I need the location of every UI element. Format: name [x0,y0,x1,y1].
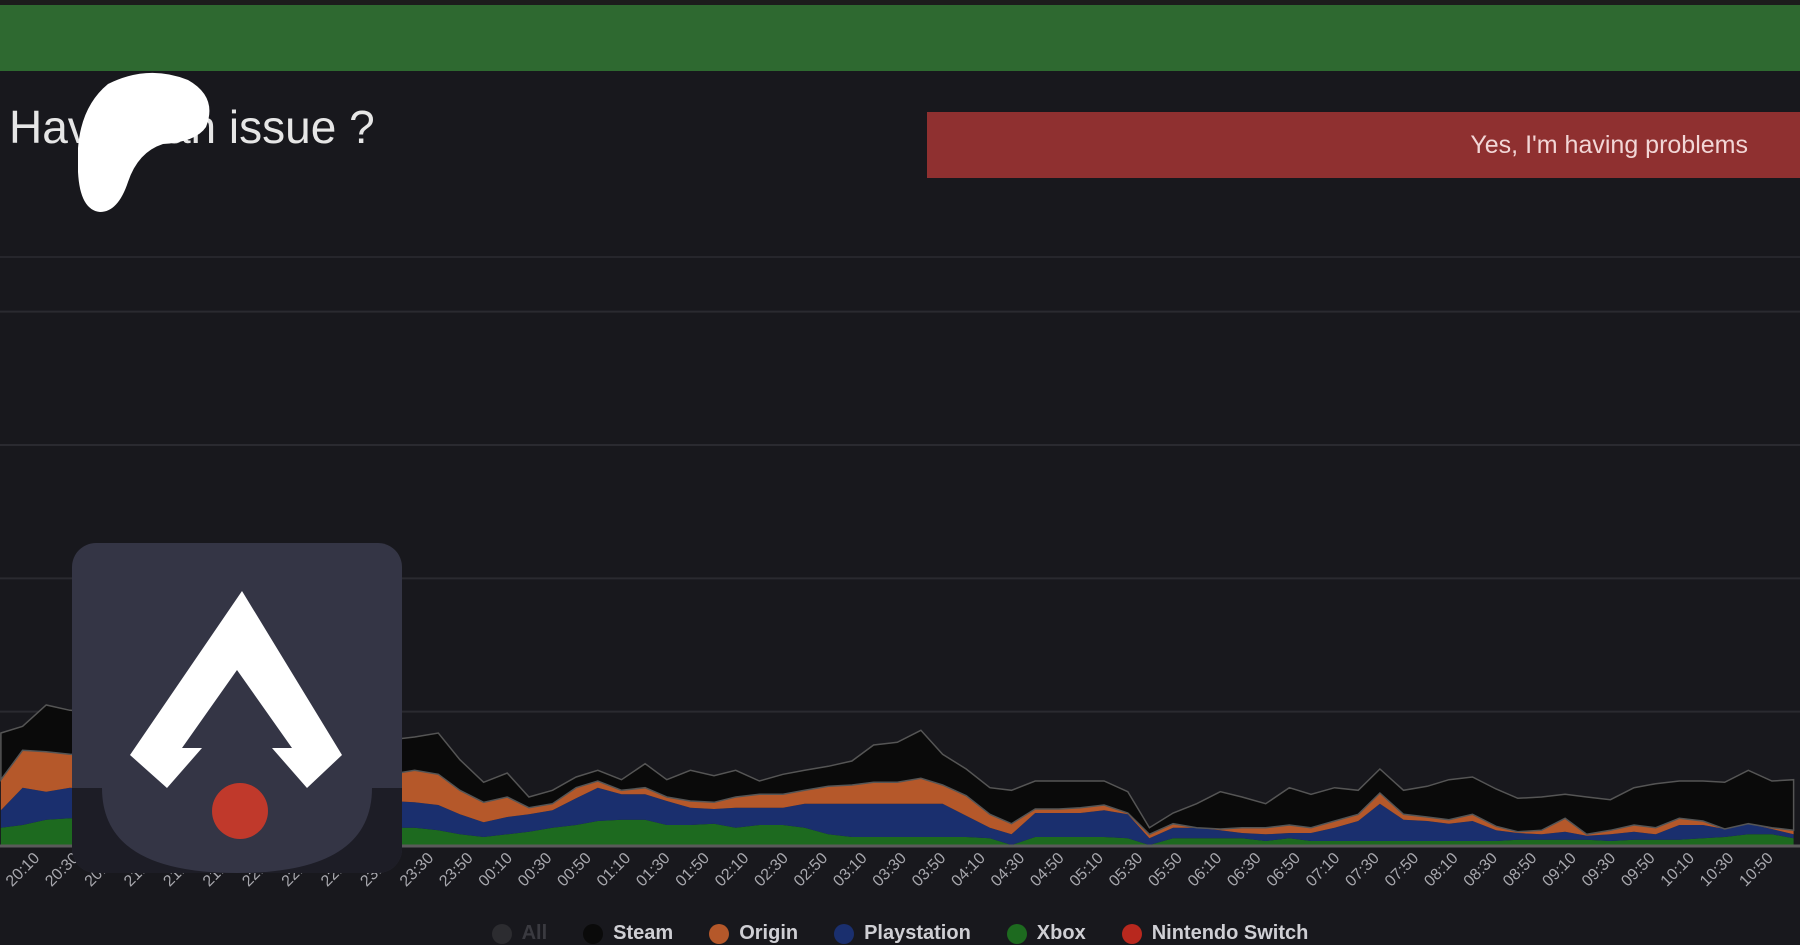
report-problem-button[interactable]: Yes, I'm having problems [927,112,1800,178]
x-tick-label: 01:10 [594,850,634,890]
legend-item-steam[interactable]: Steam [583,922,673,945]
x-tick-label: 23:30 [397,850,437,890]
legend-label: Nintendo Switch [1151,922,1309,944]
x-tick-label: 04:30 [988,850,1028,890]
x-tick-label: 00:50 [554,850,594,890]
x-tick-label: 07:30 [1342,850,1382,890]
x-tick-label: 06:50 [1264,850,1304,890]
x-tick-label: 20:10 [3,850,43,890]
x-tick-label: 08:50 [1500,850,1540,890]
x-tick-label: 05:50 [1145,850,1185,890]
x-tick-label: 10:30 [1697,850,1737,890]
x-tick-label: 03:10 [830,850,870,890]
x-tick-label: 09:50 [1618,850,1658,890]
x-tick-label: 07:50 [1382,850,1422,890]
legend-item-playstation[interactable]: Playstation [834,922,971,945]
legend-label: Steam [613,922,674,944]
redaction-blob [78,72,210,212]
x-tick-label: 05:10 [1067,850,1107,890]
legend-dot-icon [1006,923,1027,944]
x-tick-label: 07:10 [1303,850,1343,890]
x-tick-label: 01:50 [673,850,713,890]
legend-dot-icon [709,923,730,944]
legend-dot-icon [491,923,512,944]
legend-label: Xbox [1036,922,1086,944]
area-origin [0,750,1794,839]
x-tick-label: 00:10 [476,850,516,890]
legend-dot-icon [834,923,855,944]
x-tick-label: 00:30 [515,850,555,890]
legend-label: All [521,922,548,944]
x-tick-label: 01:30 [633,850,673,890]
x-tick-label: 08:10 [1421,850,1461,890]
legend-label: Playstation [864,922,971,944]
apex-logo-icon [72,591,402,873]
x-tick-label: 10:50 [1736,850,1776,890]
x-tick-label: 10:10 [1658,850,1698,890]
x-tick-label: 02:30 [751,850,791,890]
area-xbox [0,818,1794,845]
legend-dot-icon [583,923,604,944]
area-playstation [0,787,1794,845]
x-tick-label: 03:30 [870,850,910,890]
x-tick-label: 06:30 [1224,850,1264,890]
legend-label: Origin [739,922,799,944]
status-banner [0,5,1800,71]
x-tick-label: 09:30 [1579,850,1619,890]
x-tick-label: 02:50 [791,850,831,890]
top-strip [0,0,1800,5]
chart-legend: All Steam Origin Playstation Xbox Nintendo Sw… [0,922,1800,945]
app-logo [72,543,402,873]
x-tick-label: 09:10 [1539,850,1579,890]
x-tick-label: 04:10 [948,850,988,890]
x-tick-label: 19:50 [0,850,4,890]
legend-item-nintendo_switch[interactable]: Nintendo Switch [1121,922,1309,945]
x-tick-label: 04:50 [1027,850,1067,890]
legend-dot-icon [1121,923,1142,944]
x-tick-label: 06:10 [1185,850,1225,890]
x-tick-label: 23:50 [436,850,476,890]
area-steam [0,704,1795,836]
legend-item-all[interactable]: All [491,922,548,945]
legend-item-xbox[interactable]: Xbox [1006,922,1086,945]
legend-item-origin[interactable]: Origin [709,922,798,945]
x-tick-label: 03:50 [909,850,949,890]
x-tick-label: 02:10 [712,850,752,890]
x-tick-label: 08:30 [1461,850,1501,890]
x-tick-label: 05:30 [1106,850,1146,890]
